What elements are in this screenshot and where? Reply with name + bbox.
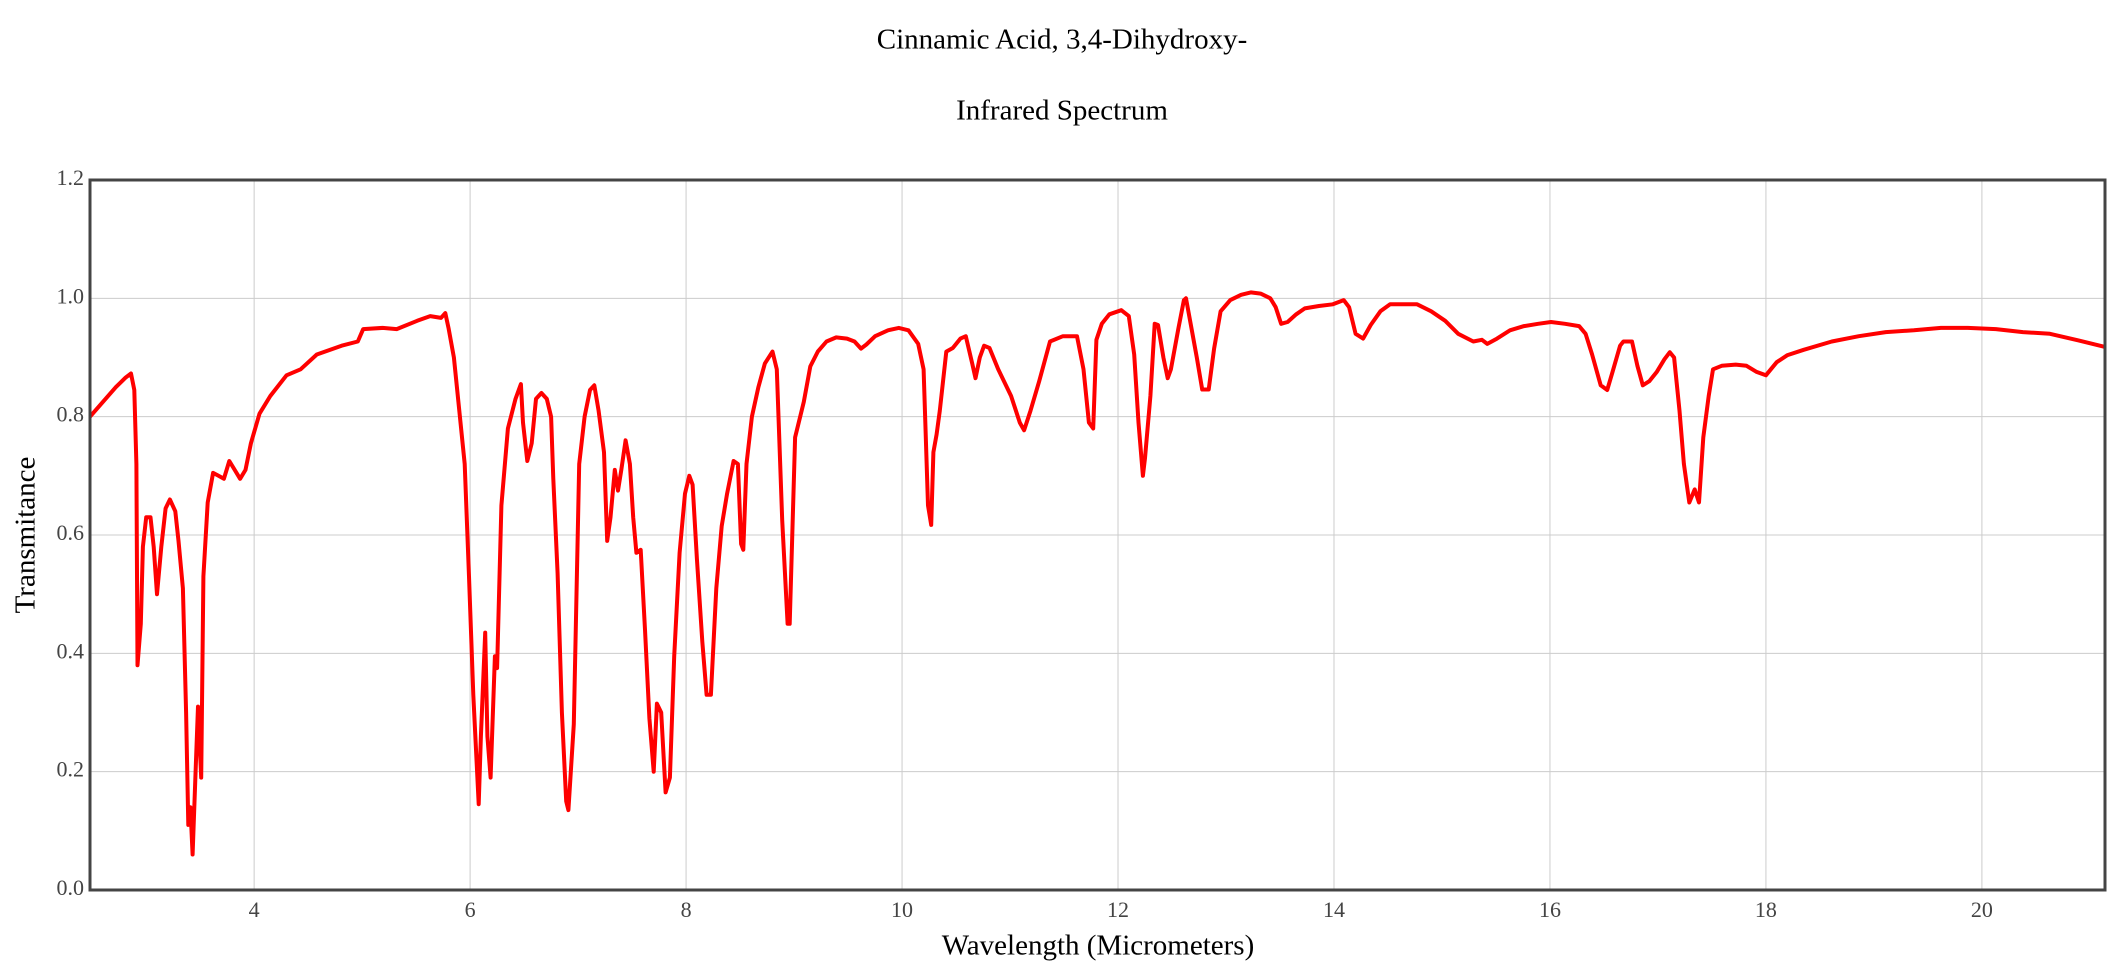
- x-axis-label: Wavelength (Micrometers): [942, 930, 1255, 962]
- y-tick-label: 0.6: [57, 520, 85, 545]
- x-tick-label: 18: [1755, 897, 1777, 922]
- x-tick-label: 6: [465, 897, 476, 922]
- y-tick-label: 0.4: [57, 638, 85, 663]
- y-tick-label: 0.8: [57, 402, 85, 427]
- x-tick-label: 14: [1323, 897, 1345, 922]
- x-tick-label: 12: [1107, 897, 1129, 922]
- y-tick-label: 0.0: [57, 875, 85, 900]
- x-tick-label: 8: [681, 897, 692, 922]
- plot-frame: [88, 178, 2107, 892]
- spectrum-line: [88, 290, 2106, 857]
- y-tick-label: 1.0: [57, 283, 85, 308]
- chart-title: Cinnamic Acid, 3,4-Dihydroxy-: [877, 24, 1248, 56]
- chart-subtitle: Infrared Spectrum: [956, 95, 1168, 127]
- x-tick-label: 20: [1971, 897, 1993, 922]
- x-tick-label: 4: [249, 897, 260, 922]
- x-tick-label: 16: [1539, 897, 1561, 922]
- y-tick-label: 0.2: [57, 757, 85, 782]
- x-tick-label: 10: [891, 897, 913, 922]
- y-axis-label: Transmitance: [10, 457, 42, 614]
- y-tick-label: 1.2: [57, 165, 85, 190]
